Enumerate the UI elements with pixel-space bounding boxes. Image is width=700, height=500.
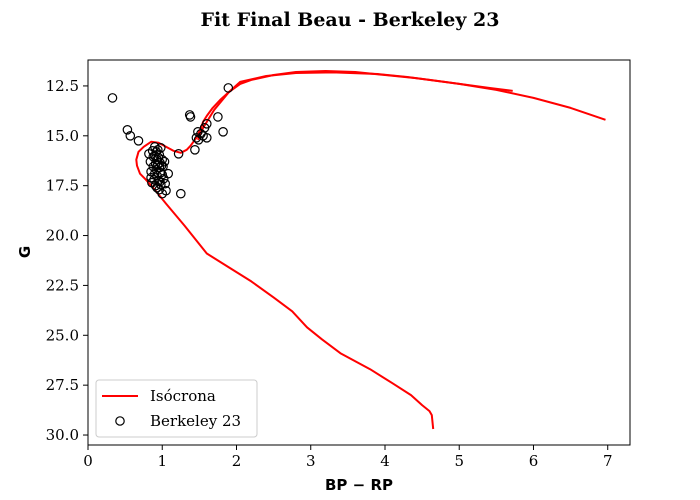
- scatter-point: [107, 93, 118, 103]
- legend-label-isocrona: Isócrona: [150, 387, 216, 405]
- scatter-point: [133, 136, 144, 146]
- legend: Isócrona Berkeley 23: [95, 379, 258, 438]
- x-axis-label: BP − RP: [325, 476, 393, 494]
- scatter-point: [176, 188, 186, 199]
- y-tick-label: 12.5: [46, 77, 79, 95]
- x-tick-label: 4: [380, 452, 390, 470]
- scatter-point: [122, 125, 133, 135]
- x-tick-label: 2: [232, 452, 242, 470]
- y-tick-label: 15.0: [46, 127, 79, 145]
- scatter-point: [150, 142, 160, 152]
- scatter-point: [156, 167, 166, 178]
- legend-marker-swatch: [115, 416, 125, 426]
- y-tick-label: 25.0: [46, 326, 79, 344]
- chart-title: Fit Final Beau - Berkeley 23: [201, 9, 500, 31]
- y-axis: 12.5 15.0 17.5 20.0 22.5 25.0 27.5 30.0: [46, 77, 88, 444]
- scatter-point: [156, 143, 166, 153]
- scatter-point: [213, 112, 223, 122]
- x-tick-label: 1: [157, 452, 167, 470]
- x-tick-label: 6: [529, 452, 539, 470]
- scatter-point: [157, 154, 167, 165]
- x-tick-label: 3: [306, 452, 316, 470]
- scatter-point: [161, 185, 171, 196]
- scatter-point: [158, 161, 168, 172]
- scatter-point: [160, 178, 170, 189]
- y-tick-label: 30.0: [46, 426, 79, 444]
- scatter-point: [173, 149, 184, 159]
- scatter-point: [190, 145, 200, 155]
- x-tick-label: 0: [83, 452, 93, 470]
- scatter-point: [163, 168, 173, 179]
- scatter-point: [223, 83, 234, 93]
- y-tick-label: 20.0: [46, 227, 79, 245]
- y-axis-label: G: [16, 246, 34, 258]
- series-layer: [107, 70, 606, 430]
- scatter-point: [185, 112, 196, 122]
- scatter-point: [202, 119, 212, 129]
- legend-label-berkeley-23: Berkeley 23: [150, 412, 241, 430]
- y-tick-label: 27.5: [46, 376, 79, 394]
- scatter-point: [125, 131, 136, 141]
- y-tick-label: 17.5: [46, 177, 79, 195]
- scatter-point: [218, 127, 228, 137]
- scatter-point: [159, 156, 170, 167]
- legend-frame: [95, 379, 258, 438]
- isochrone-line: [196, 71, 606, 141]
- scatter-point: [202, 133, 212, 143]
- x-tick-label: 5: [454, 452, 464, 470]
- x-tick-label: 7: [603, 452, 613, 470]
- x-axis: 0 1 2 3 4 5 6 7: [83, 445, 612, 470]
- y-tick-label: 22.5: [46, 276, 79, 294]
- scatter-point: [156, 179, 166, 190]
